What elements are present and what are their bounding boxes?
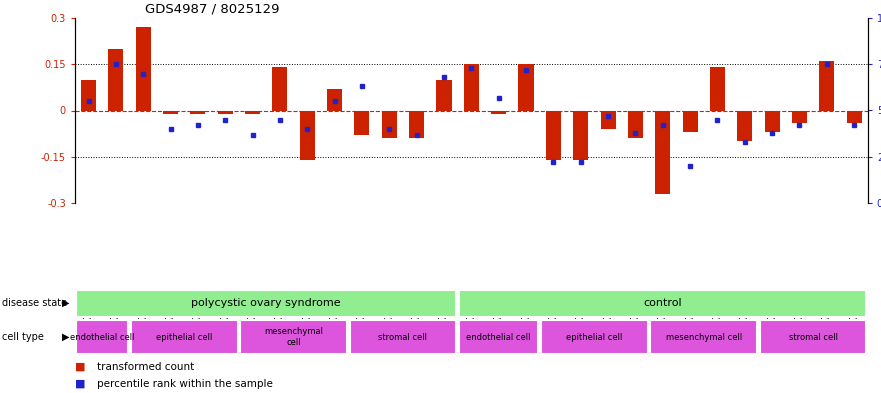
Text: stromal cell: stromal cell <box>379 332 427 342</box>
Text: GSM1174434: GSM1174434 <box>439 288 449 353</box>
Text: epithelial cell: epithelial cell <box>566 332 623 342</box>
FancyBboxPatch shape <box>350 320 456 354</box>
Text: GDS4987 / 8025129: GDS4987 / 8025129 <box>145 2 280 15</box>
FancyBboxPatch shape <box>77 320 129 354</box>
Bar <box>792 110 807 123</box>
FancyBboxPatch shape <box>77 290 456 316</box>
Bar <box>601 110 616 129</box>
Text: percentile rank within the sample: percentile rank within the sample <box>97 379 273 389</box>
Text: epithelial cell: epithelial cell <box>156 332 212 342</box>
Text: mesenchymal cell: mesenchymal cell <box>666 332 742 342</box>
Text: GSM1174418: GSM1174418 <box>521 288 531 353</box>
Bar <box>737 110 752 141</box>
Text: GSM1174426: GSM1174426 <box>384 288 395 353</box>
Bar <box>819 61 834 110</box>
Text: GSM1174427: GSM1174427 <box>166 288 175 353</box>
FancyBboxPatch shape <box>541 320 648 354</box>
Bar <box>765 110 780 132</box>
Text: transformed count: transformed count <box>97 362 194 372</box>
Text: GSM1174422: GSM1174422 <box>849 288 859 353</box>
Text: mesenchymal
cell: mesenchymal cell <box>264 327 323 347</box>
Bar <box>683 110 698 132</box>
Bar <box>81 80 96 110</box>
Text: GSM1174410: GSM1174410 <box>767 288 777 353</box>
FancyBboxPatch shape <box>459 290 866 316</box>
Text: GSM1174416: GSM1174416 <box>603 288 613 353</box>
FancyBboxPatch shape <box>650 320 757 354</box>
Text: GSM1174423: GSM1174423 <box>357 288 367 353</box>
Bar <box>245 110 260 114</box>
Text: GSM1174436: GSM1174436 <box>138 288 148 353</box>
Text: GSM1174435: GSM1174435 <box>248 288 257 353</box>
Bar <box>300 110 315 160</box>
Text: GSM1174414: GSM1174414 <box>493 288 504 353</box>
Text: GSM1174412: GSM1174412 <box>575 288 586 353</box>
Text: GSM1174430: GSM1174430 <box>193 288 203 353</box>
Bar <box>354 110 369 135</box>
Bar <box>218 110 233 114</box>
Text: cell type: cell type <box>2 332 44 342</box>
Bar <box>381 110 396 138</box>
Text: GSM1174420: GSM1174420 <box>740 288 750 353</box>
Text: GSM1174419: GSM1174419 <box>631 288 640 353</box>
Text: GSM1174415: GSM1174415 <box>822 288 832 353</box>
Bar <box>628 110 643 138</box>
Bar <box>491 110 507 114</box>
Text: disease state: disease state <box>2 298 67 308</box>
Text: stromal cell: stromal cell <box>788 332 838 342</box>
Bar <box>463 64 479 110</box>
Bar <box>108 49 123 110</box>
Text: endothelial cell: endothelial cell <box>466 332 531 342</box>
Text: GSM1174421: GSM1174421 <box>548 288 559 353</box>
Text: GSM1174428: GSM1174428 <box>302 288 312 353</box>
Text: GSM1174424: GSM1174424 <box>275 288 285 353</box>
Text: GSM1174432: GSM1174432 <box>220 288 230 353</box>
Text: GSM1174408: GSM1174408 <box>658 288 668 353</box>
Text: GSM1174413: GSM1174413 <box>685 288 695 353</box>
Text: GSM1174429: GSM1174429 <box>111 288 121 353</box>
Text: GSM1174425: GSM1174425 <box>84 288 93 353</box>
Bar <box>847 110 862 123</box>
Bar <box>574 110 589 160</box>
FancyBboxPatch shape <box>241 320 347 354</box>
Bar <box>327 89 342 110</box>
Text: endothelial cell: endothelial cell <box>70 332 135 342</box>
Text: ▶: ▶ <box>62 298 70 308</box>
Bar <box>436 80 451 110</box>
Text: GSM1174431: GSM1174431 <box>411 288 422 353</box>
FancyBboxPatch shape <box>131 320 238 354</box>
Bar <box>163 110 178 114</box>
Text: GSM1174433: GSM1174433 <box>329 288 340 353</box>
Text: GSM1174409: GSM1174409 <box>466 288 477 353</box>
Text: control: control <box>643 298 682 308</box>
Bar <box>519 64 534 110</box>
Bar <box>136 27 151 110</box>
Bar <box>409 110 424 138</box>
Bar <box>272 67 287 110</box>
FancyBboxPatch shape <box>759 320 866 354</box>
Bar <box>190 110 205 114</box>
FancyBboxPatch shape <box>459 320 538 354</box>
Bar <box>546 110 561 160</box>
Text: ■: ■ <box>75 362 85 372</box>
Text: polycystic ovary syndrome: polycystic ovary syndrome <box>191 298 341 308</box>
Text: ▶: ▶ <box>62 332 70 342</box>
Bar <box>710 67 725 110</box>
Text: ■: ■ <box>75 379 85 389</box>
Text: GSM1174417: GSM1174417 <box>713 288 722 353</box>
Bar <box>655 110 670 194</box>
Text: GSM1174411: GSM1174411 <box>795 288 804 353</box>
